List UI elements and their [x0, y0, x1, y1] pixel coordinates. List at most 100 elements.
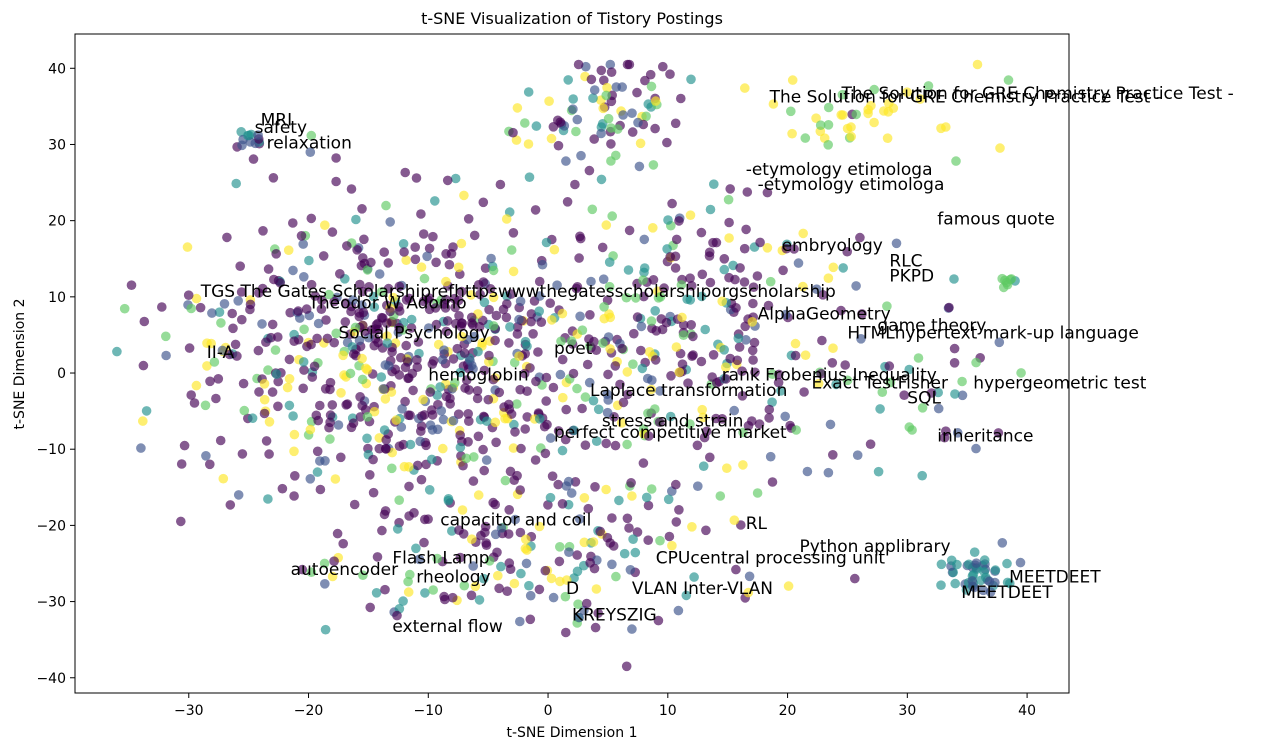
scatter-point	[557, 445, 568, 456]
scatter-point	[138, 416, 148, 426]
scatter-point	[459, 190, 469, 201]
scatter-point	[423, 323, 434, 333]
scatter-point	[444, 259, 455, 270]
scatter-point	[572, 383, 582, 394]
scatter-point	[492, 547, 502, 558]
scatter-point	[478, 197, 489, 208]
scatter-point	[941, 426, 951, 437]
scatter-point	[541, 372, 552, 383]
scatter-point	[437, 354, 448, 365]
scatter-point	[842, 375, 853, 386]
scatter-point	[561, 627, 571, 638]
scatter-point	[601, 438, 611, 449]
scatter-point	[715, 491, 726, 501]
scatter-point	[379, 425, 390, 435]
scatter-point	[659, 283, 669, 293]
scatter-point	[957, 390, 968, 401]
scatter-point	[884, 361, 895, 371]
scatter-point	[446, 248, 457, 259]
scatter-point	[933, 403, 944, 414]
scatter-point	[882, 133, 893, 143]
scatter-point	[466, 312, 477, 323]
scatter-point	[288, 411, 298, 421]
scatter-point	[431, 257, 441, 268]
scatter-point	[768, 99, 779, 109]
scatter-point	[612, 124, 623, 134]
scatter-point	[568, 104, 578, 114]
scatter-point	[967, 581, 978, 592]
scatter-point	[410, 254, 421, 265]
scatter-point	[791, 425, 801, 435]
scatter-point	[838, 110, 848, 120]
scatter-point	[439, 345, 449, 356]
scatter-point	[366, 257, 376, 268]
scatter-point	[650, 404, 660, 414]
scatter-point	[200, 400, 211, 411]
scatter-point	[639, 267, 649, 278]
scatter-point	[501, 214, 512, 224]
scatter-point	[891, 238, 902, 249]
scatter-point	[589, 563, 600, 574]
scatter-point	[681, 590, 692, 601]
scatter-point	[687, 522, 697, 532]
scatter-point	[399, 247, 409, 257]
scatter-point	[677, 359, 688, 370]
y-tick-label: 30	[48, 137, 66, 153]
annotation-label: CPUcentral processing unit	[656, 549, 886, 569]
scatter-point	[589, 134, 599, 144]
scatter-point	[284, 374, 295, 384]
scatter-point	[671, 517, 682, 527]
scatter-point	[671, 342, 682, 352]
scatter-point	[708, 350, 719, 360]
scatter-point	[739, 243, 750, 254]
scatter-point	[877, 387, 888, 398]
scatter-point	[560, 591, 571, 602]
scatter-point	[215, 435, 226, 446]
scatter-point	[575, 311, 585, 322]
x-tick-label: 0	[544, 703, 553, 719]
scatter-point	[263, 365, 273, 375]
scatter-point	[591, 345, 602, 356]
scatter-point	[397, 404, 407, 414]
scatter-point	[556, 336, 566, 347]
scatter-point	[277, 483, 288, 494]
scatter-point	[341, 298, 351, 308]
scatter-point	[271, 369, 282, 379]
scatter-point	[520, 118, 530, 128]
scatter-point	[243, 130, 253, 141]
scatter-point	[763, 300, 774, 311]
scatter-point	[608, 541, 619, 551]
scatter-point	[478, 277, 489, 287]
annotation-label: TGS The Gates Scholarshiprefhttpswwwtheg…	[200, 282, 836, 302]
scatter-point	[138, 360, 149, 371]
scatter-point	[520, 424, 530, 434]
scatter-point	[427, 454, 437, 465]
annotation-label: rank Frobenius Inequality	[722, 366, 937, 386]
scatter-point	[207, 308, 217, 318]
scatter-point	[624, 523, 634, 533]
scatter-point	[381, 443, 391, 454]
scatter-point	[641, 111, 651, 122]
scatter-point	[299, 365, 309, 375]
scatter-point	[765, 276, 776, 287]
scatter-point	[441, 326, 452, 337]
scatter-point	[505, 322, 515, 332]
scatter-point	[588, 537, 599, 547]
scatter-point	[306, 279, 317, 290]
scatter-point	[836, 305, 846, 316]
scatter-point	[598, 274, 609, 285]
scatter-point	[545, 298, 555, 309]
scatter-point	[741, 224, 751, 235]
scatter-point	[289, 429, 300, 440]
scatter-point	[586, 276, 596, 287]
scatter-point	[627, 127, 638, 137]
scatter-point	[376, 287, 387, 297]
scatter-point	[561, 575, 572, 585]
scatter-point	[629, 328, 639, 339]
scatter-point	[505, 564, 516, 574]
scatter-point	[368, 454, 378, 465]
scatter-point	[548, 382, 559, 393]
scatter-point	[305, 147, 316, 157]
scatter-point	[648, 223, 658, 233]
scatter-point	[994, 337, 1005, 348]
